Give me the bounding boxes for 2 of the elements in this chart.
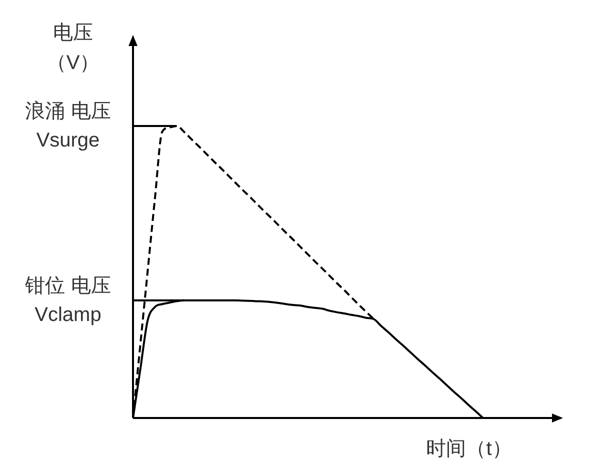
y-axis-title: 电压（V） xyxy=(45,21,101,76)
x-axis-title: 时间（t） xyxy=(426,438,512,460)
